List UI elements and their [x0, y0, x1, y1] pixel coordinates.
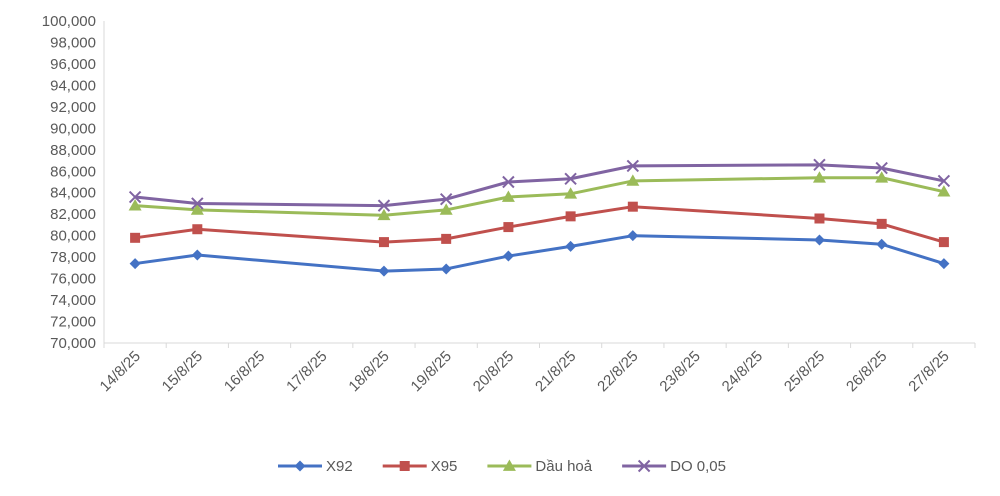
data-point	[937, 185, 951, 197]
legend-marker	[637, 459, 651, 473]
data-point	[192, 224, 203, 235]
data-point	[191, 197, 204, 210]
x-tick-label: 27/8/25	[905, 348, 952, 395]
y-tick-label: 74,000	[50, 292, 96, 309]
data-point	[439, 192, 453, 206]
data-point	[626, 174, 640, 186]
data-point	[627, 201, 638, 212]
x-tick-label: 21/8/25	[532, 348, 579, 395]
series-0	[129, 230, 950, 277]
data-point	[937, 174, 951, 188]
y-tick-label: 100,000	[42, 13, 96, 30]
data-point	[565, 240, 577, 252]
x-tick-label: 24/8/25	[719, 348, 766, 395]
series-line	[134, 234, 945, 273]
y-tick-label: 94,000	[50, 77, 96, 94]
legend-marker	[399, 461, 410, 471]
legend: X92 X95 Dầu hoả DO 0,05	[278, 458, 726, 475]
data-point	[378, 265, 390, 277]
data-point	[626, 159, 640, 173]
series-line	[135, 176, 945, 217]
data-point	[875, 171, 889, 183]
data-point	[876, 238, 888, 250]
data-point	[938, 237, 949, 248]
data-point	[813, 158, 826, 172]
data-point	[812, 171, 826, 183]
series-layer	[128, 158, 951, 277]
data-point	[129, 258, 141, 270]
series-1	[130, 201, 949, 248]
x-tick-label: 20/8/25	[470, 348, 517, 395]
data-point	[564, 187, 578, 199]
series-3	[128, 158, 951, 212]
x-axis-labels: 14/8/25 15/8/25 16/8/25 17/8/25 18/8/25 19/8/…	[97, 348, 953, 395]
data-point	[441, 233, 452, 244]
y-tick-label: 78,000	[50, 249, 96, 266]
y-tick-label: 96,000	[50, 56, 96, 73]
y-tick-label: 82,000	[50, 206, 96, 223]
series-line	[134, 205, 945, 244]
y-tick-label: 86,000	[50, 163, 96, 180]
x-axis-ticks	[103, 343, 976, 348]
data-point	[378, 237, 389, 248]
x-tick-label: 22/8/25	[594, 348, 641, 395]
data-point	[502, 175, 515, 189]
data-point	[627, 230, 639, 242]
data-point	[128, 199, 142, 211]
legend-marker	[502, 459, 516, 471]
x-tick-label: 17/8/25	[283, 348, 330, 395]
y-tick-label: 72,000	[50, 314, 96, 331]
y-tick-label: 92,000	[50, 99, 96, 116]
y-tick-label: 76,000	[50, 271, 96, 288]
x-tick-label: 23/8/25	[656, 348, 703, 395]
data-point	[938, 258, 950, 270]
y-axis-labels: 70,000 72,000 74,000 76,000 78,000 80,000 82,0…	[42, 13, 96, 352]
x-tick-label: 16/8/25	[221, 348, 268, 395]
data-point	[191, 249, 203, 261]
data-point	[565, 211, 576, 222]
y-tick-label: 80,000	[50, 228, 96, 245]
data-point	[501, 190, 515, 202]
legend-marker	[294, 460, 306, 472]
x-tick-label: 25/8/25	[781, 348, 828, 395]
y-tick-label: 84,000	[50, 185, 96, 202]
data-point	[190, 203, 204, 215]
y-tick-label: 70,000	[50, 335, 96, 352]
data-point	[876, 218, 887, 229]
data-point	[440, 263, 452, 275]
legend-item: Dầu hoả	[487, 458, 593, 475]
legend-label: X92	[326, 458, 353, 475]
data-point	[130, 232, 141, 243]
data-point	[564, 172, 577, 185]
series-line	[134, 163, 945, 208]
x-tick-label: 26/8/25	[843, 348, 890, 395]
data-point	[503, 222, 514, 233]
data-point	[502, 250, 514, 262]
data-point	[439, 203, 453, 215]
x-tick-label: 18/8/25	[345, 348, 392, 395]
legend-item: DO 0,05	[622, 458, 726, 475]
x-tick-label: 15/8/25	[159, 348, 206, 395]
data-point	[814, 213, 825, 224]
legend-item: X92	[278, 458, 353, 475]
legend-item: X95	[382, 458, 458, 475]
data-point	[377, 208, 391, 221]
data-point	[377, 199, 391, 212]
y-tick-label: 88,000	[50, 142, 96, 159]
data-point	[875, 161, 888, 175]
data-point	[813, 234, 825, 246]
series-2	[128, 171, 951, 221]
x-tick-label: 14/8/25	[97, 348, 144, 395]
legend-label: X95	[431, 458, 458, 475]
x-tick-label: 19/8/25	[408, 348, 455, 395]
y-tick-label: 90,000	[50, 120, 96, 137]
data-point	[128, 190, 142, 204]
legend-label: Dầu hoả	[535, 458, 592, 475]
y-tick-label: 98,000	[50, 34, 96, 51]
legend-label: DO 0,05	[670, 458, 726, 475]
